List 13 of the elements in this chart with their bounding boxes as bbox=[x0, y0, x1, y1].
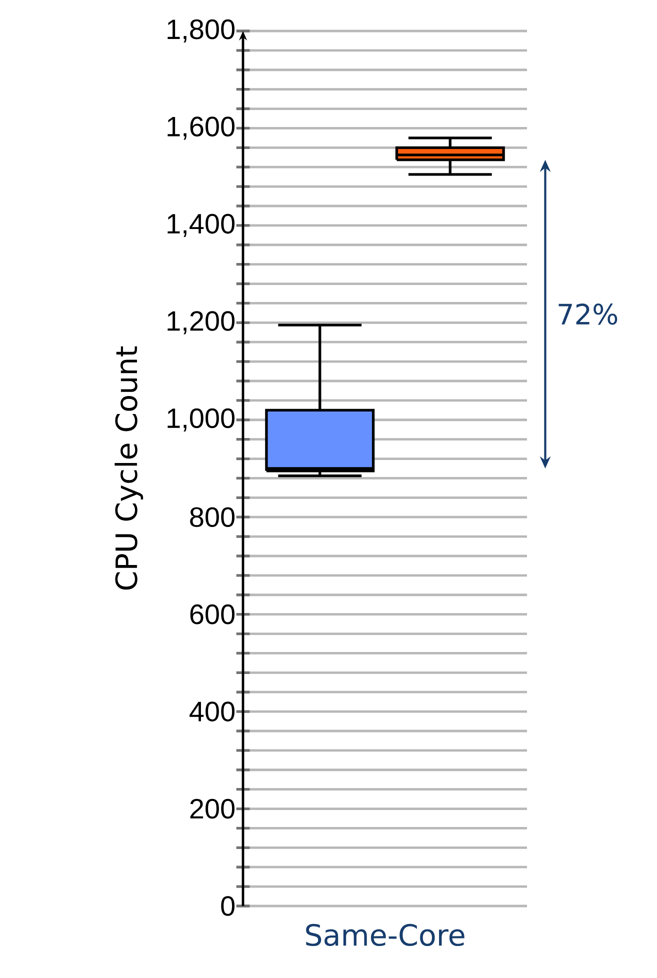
y-tick-label: 0 bbox=[221, 896, 235, 916]
text: 72% bbox=[558, 304, 618, 325]
y-tick-label: 600 bbox=[190, 604, 235, 624]
y-tick-label: 400 bbox=[190, 702, 235, 722]
y-tick-label: 800 bbox=[190, 507, 235, 528]
y-tick-label: 1,800 bbox=[168, 19, 235, 43]
y-tick-label: 200 bbox=[190, 798, 235, 819]
y-tick-label: 1,000 bbox=[168, 408, 235, 432]
x-axis-title: Same-Core bbox=[306, 924, 464, 946]
y-tick-label: 1,200 bbox=[168, 311, 235, 334]
y-tick-label: 1,400 bbox=[168, 214, 235, 237]
y-axis-title: CPU Cycle Count bbox=[114, 346, 144, 590]
y-tick-label: 1,600 bbox=[168, 116, 235, 140]
